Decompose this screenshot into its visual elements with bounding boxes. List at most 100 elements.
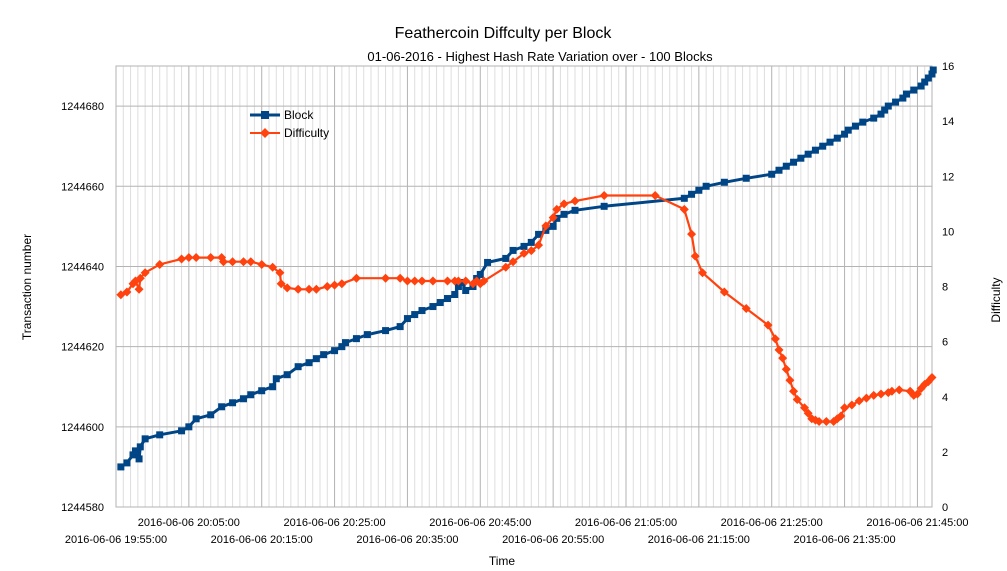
- block-point: [899, 94, 907, 102]
- difficulty-point: [351, 273, 361, 283]
- difficulty-point: [501, 262, 511, 272]
- block-point: [352, 335, 360, 343]
- y2-tick-label: 2: [942, 447, 948, 459]
- block-point: [411, 311, 419, 319]
- difficulty-point: [698, 268, 707, 278]
- block-point: [342, 339, 349, 347]
- difficulty-point: [239, 257, 248, 267]
- grid: [115, 66, 933, 508]
- difficulty-point: [778, 353, 788, 363]
- difficulty-point: [257, 259, 267, 269]
- y-tick-label: 1244680: [61, 101, 104, 113]
- block-point: [841, 130, 849, 138]
- difficulty-point: [876, 389, 886, 399]
- block-point: [881, 106, 889, 114]
- difficulty-point: [814, 417, 824, 427]
- y2-tick-label: 16: [942, 61, 954, 73]
- block-point: [476, 270, 484, 278]
- legend-difficulty-label: Difficulty: [284, 126, 329, 140]
- plot-area: [115, 65, 933, 508]
- y-tick-label: 1244580: [61, 502, 104, 514]
- difficulty-point: [519, 248, 529, 258]
- block-point: [123, 459, 131, 467]
- difficulty-point: [293, 284, 303, 294]
- block-point: [502, 254, 510, 262]
- difficulty-point: [410, 276, 420, 286]
- x-tick-label: 2016-06-06 20:15:00: [211, 534, 313, 546]
- block-point: [192, 415, 200, 423]
- difficulty-point: [894, 385, 904, 395]
- block-point: [527, 238, 535, 246]
- block-point: [560, 210, 568, 218]
- block-point: [924, 74, 932, 82]
- chart-subtitle: 01-06-2016 - Highest Hash Rate Variation…: [367, 49, 713, 64]
- difficulty-point: [508, 257, 518, 267]
- legend: Block Difficulty: [250, 108, 329, 140]
- difficulty-point: [836, 411, 846, 421]
- difficulty-point: [552, 204, 562, 214]
- block-point: [178, 427, 186, 435]
- block-point: [283, 371, 291, 379]
- block-point: [396, 323, 404, 331]
- difficulty-point: [311, 284, 321, 294]
- block-point: [542, 226, 550, 234]
- block-point: [240, 395, 247, 403]
- block-point: [272, 375, 280, 383]
- difficulty-point: [869, 390, 879, 400]
- difficulty-point: [534, 240, 544, 250]
- block-point: [462, 287, 470, 295]
- y2-tick-label: 4: [942, 392, 948, 404]
- difficulty-point: [268, 262, 278, 272]
- block-point: [782, 162, 790, 170]
- y-tick-label: 1244620: [61, 342, 104, 354]
- x-tick-label: 2016-06-06 21:15:00: [648, 534, 750, 546]
- x-tick-label: 2016-06-06 20:05:00: [138, 517, 240, 529]
- x-tick-label: 2016-06-06 20:35:00: [356, 534, 458, 546]
- difficulty-point: [821, 417, 831, 427]
- difficulty-point: [479, 276, 489, 286]
- difficulty-point: [854, 396, 864, 406]
- block-point: [131, 447, 139, 455]
- block-point: [826, 138, 834, 146]
- difficulty-point: [687, 229, 697, 239]
- y-tick-label: 1244600: [61, 422, 104, 434]
- block-point: [247, 391, 255, 399]
- y2-tick-label: 6: [942, 337, 948, 349]
- block-point: [695, 186, 703, 194]
- difficulty-point: [599, 191, 609, 201]
- block-point: [312, 355, 320, 363]
- block-point: [797, 154, 805, 162]
- block-point: [571, 206, 579, 214]
- block-point: [451, 291, 459, 299]
- difficulty-point: [337, 279, 347, 289]
- block-point: [811, 146, 819, 154]
- block-point: [775, 166, 783, 174]
- difficulty-point: [785, 375, 795, 385]
- x-tick-label: 2016-06-06 21:25:00: [721, 517, 823, 529]
- block-point: [917, 82, 925, 90]
- block-point: [884, 102, 892, 110]
- block-point: [229, 399, 237, 407]
- difficulty-point: [395, 273, 405, 283]
- right-axis-ticks: 0 2 4 6 8 10 12 14 16: [942, 61, 954, 514]
- difficulty-point: [650, 191, 660, 201]
- difficulty-point: [275, 268, 285, 278]
- block-point: [520, 242, 528, 250]
- difficulty-point: [559, 199, 569, 209]
- difficulty-point: [847, 400, 857, 410]
- block-point: [258, 387, 266, 395]
- block-point: [921, 78, 929, 86]
- block-point: [929, 66, 937, 74]
- x-tick-label: 2016-06-06 20:25:00: [283, 517, 385, 529]
- difficulty-point: [184, 253, 194, 263]
- block-point: [363, 331, 371, 339]
- difficulty-point: [803, 408, 813, 418]
- block-point: [185, 423, 193, 431]
- difficulty-point: [304, 284, 314, 294]
- block-point: [305, 359, 313, 367]
- difficulty-point: [526, 246, 536, 256]
- y2-tick-label: 0: [942, 502, 948, 514]
- block-point: [819, 142, 827, 150]
- y2-tick-label: 14: [942, 116, 954, 128]
